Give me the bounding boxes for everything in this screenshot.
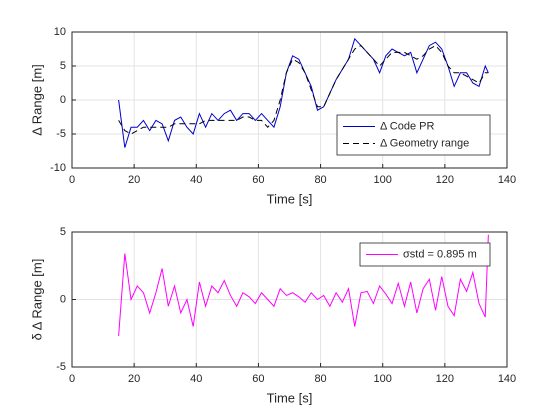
x-tick-label: 120: [436, 174, 454, 186]
y-tick-label: 5: [60, 60, 66, 72]
y-tick-label: 0: [60, 293, 66, 305]
x-tick-label: 80: [314, 174, 326, 186]
axes-box: [71, 231, 508, 368]
x-tick-label: 100: [374, 373, 392, 385]
legend-label: σstd = 0.895 m: [403, 248, 477, 260]
legend-box: [336, 114, 491, 156]
x-tick-label: 40: [190, 373, 202, 385]
axes-box: [71, 31, 508, 169]
x-tick-label: 0: [69, 174, 75, 186]
x-tick-label: 0: [69, 373, 75, 385]
legend-box: [359, 242, 491, 267]
legend-label: Δ Code PR: [380, 120, 434, 132]
x-tick-label: 20: [128, 174, 140, 186]
legend-label: Δ Geometry range: [380, 137, 469, 149]
x-axis-label: Time [s]: [267, 390, 313, 405]
x-tick-label: 80: [314, 373, 326, 385]
y-tick-label: -10: [50, 162, 66, 174]
x-tick-label: 60: [252, 373, 264, 385]
x-tick-label: 60: [252, 174, 264, 186]
x-tick-label: 120: [436, 373, 454, 385]
y-tick-label: -5: [56, 128, 66, 140]
y-tick-label: 0: [60, 94, 66, 106]
x-axis-label: Time [s]: [267, 191, 313, 206]
data-line: [118, 37, 489, 148]
x-tick-label: 140: [498, 373, 516, 385]
y-axis-label: δ Δ Range [m]: [29, 259, 44, 341]
y-axis-label: Δ Range [m]: [29, 64, 44, 136]
x-tick-label: 140: [498, 174, 516, 186]
x-tick-label: 40: [190, 174, 202, 186]
x-tick-label: 100: [374, 174, 392, 186]
y-tick-label: 5: [60, 226, 66, 238]
y-tick-label: 10: [54, 26, 66, 38]
y-tick-label: -5: [56, 361, 66, 373]
data-line: [118, 44, 489, 135]
data-line: [118, 234, 489, 336]
x-tick-label: 20: [128, 373, 140, 385]
